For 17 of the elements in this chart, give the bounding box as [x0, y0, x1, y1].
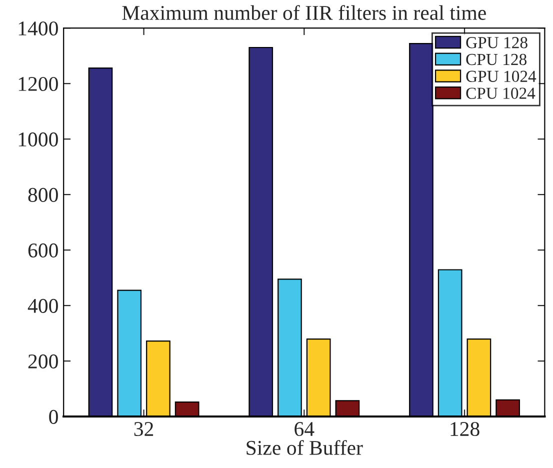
- y-tick-label: 1400: [18, 21, 58, 36]
- y-tick-label: 200: [28, 354, 58, 368]
- x-tick-label: 64: [294, 422, 314, 436]
- legend-label: CPU 128: [466, 54, 526, 66]
- x-tick-label: 128: [450, 422, 480, 436]
- legend-label: GPU 1024: [466, 70, 536, 82]
- y-tick-label: 600: [28, 243, 58, 258]
- y-tick-label: 1200: [18, 76, 58, 92]
- y-tick-label: 0: [49, 410, 58, 424]
- y-tick-label: 800: [28, 188, 58, 202]
- chart-title: Maximum number of IIR filters in real time: [122, 5, 486, 20]
- x-axis-title: Size of Buffer: [246, 440, 363, 455]
- x-tick-label: 32: [134, 422, 154, 436]
- y-tick-label: 1000: [18, 132, 58, 146]
- y-tick-label: 400: [28, 298, 58, 313]
- text: GPU 128: [466, 36, 528, 48]
- legend-label: CPU 1024: [466, 88, 536, 99]
